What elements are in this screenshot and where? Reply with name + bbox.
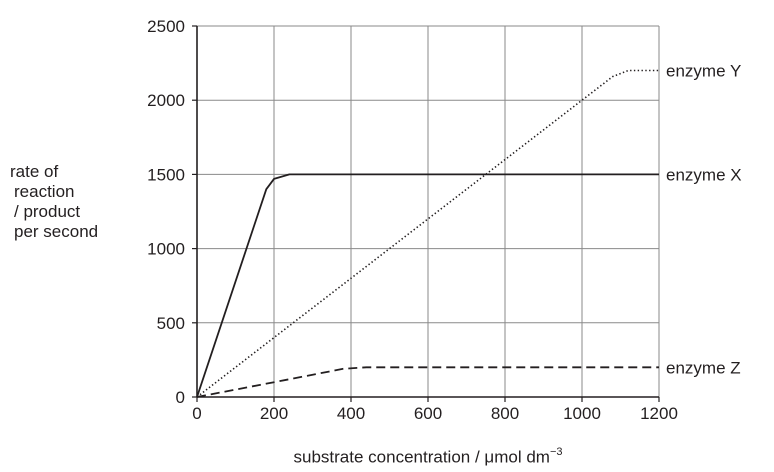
y-tick-label: 0 [176, 388, 185, 407]
x-tick-label: 600 [414, 404, 442, 423]
y-tick-label: 1000 [147, 240, 185, 259]
x-tick-label: 0 [192, 404, 201, 423]
y-tick-label: 2000 [147, 91, 185, 110]
series-label-enzyme-x: enzyme X [666, 165, 742, 184]
x-tick-label: 200 [260, 404, 288, 423]
series-line-enzyme-y [196, 69, 659, 398]
y-tick-label: 500 [157, 314, 185, 333]
y-axis-label-line: / product [14, 202, 81, 221]
series-label-enzyme-z: enzyme Z [666, 358, 741, 377]
x-tick-label: 1200 [640, 404, 678, 423]
y-tick-label: 2500 [147, 17, 185, 36]
y-tick-label: 1500 [147, 165, 185, 184]
x-tick-label: 800 [491, 404, 519, 423]
y-axis-label: rate of reaction / product per second [0, 162, 98, 242]
y-axis-label-line: per second [14, 222, 99, 241]
y-axis-label-line: rate of [10, 162, 59, 181]
series-line-enzyme-x [196, 173, 659, 398]
x-axis-label-unit: μmol dm [484, 447, 550, 467]
x-axis-label-exponent: −3 [549, 446, 563, 458]
series-label-enzyme-y: enzyme Y [666, 62, 741, 81]
x-axis-label-text: substrate concentration / [293, 447, 485, 467]
x-tick-label: 1000 [563, 404, 601, 423]
y-axis-label-line: reaction [14, 182, 75, 201]
x-axis-label: substrate concentration / μmol dm−3 [196, 446, 660, 468]
x-tick-label: 400 [337, 404, 365, 423]
series-line-enzyme-z [196, 366, 659, 398]
